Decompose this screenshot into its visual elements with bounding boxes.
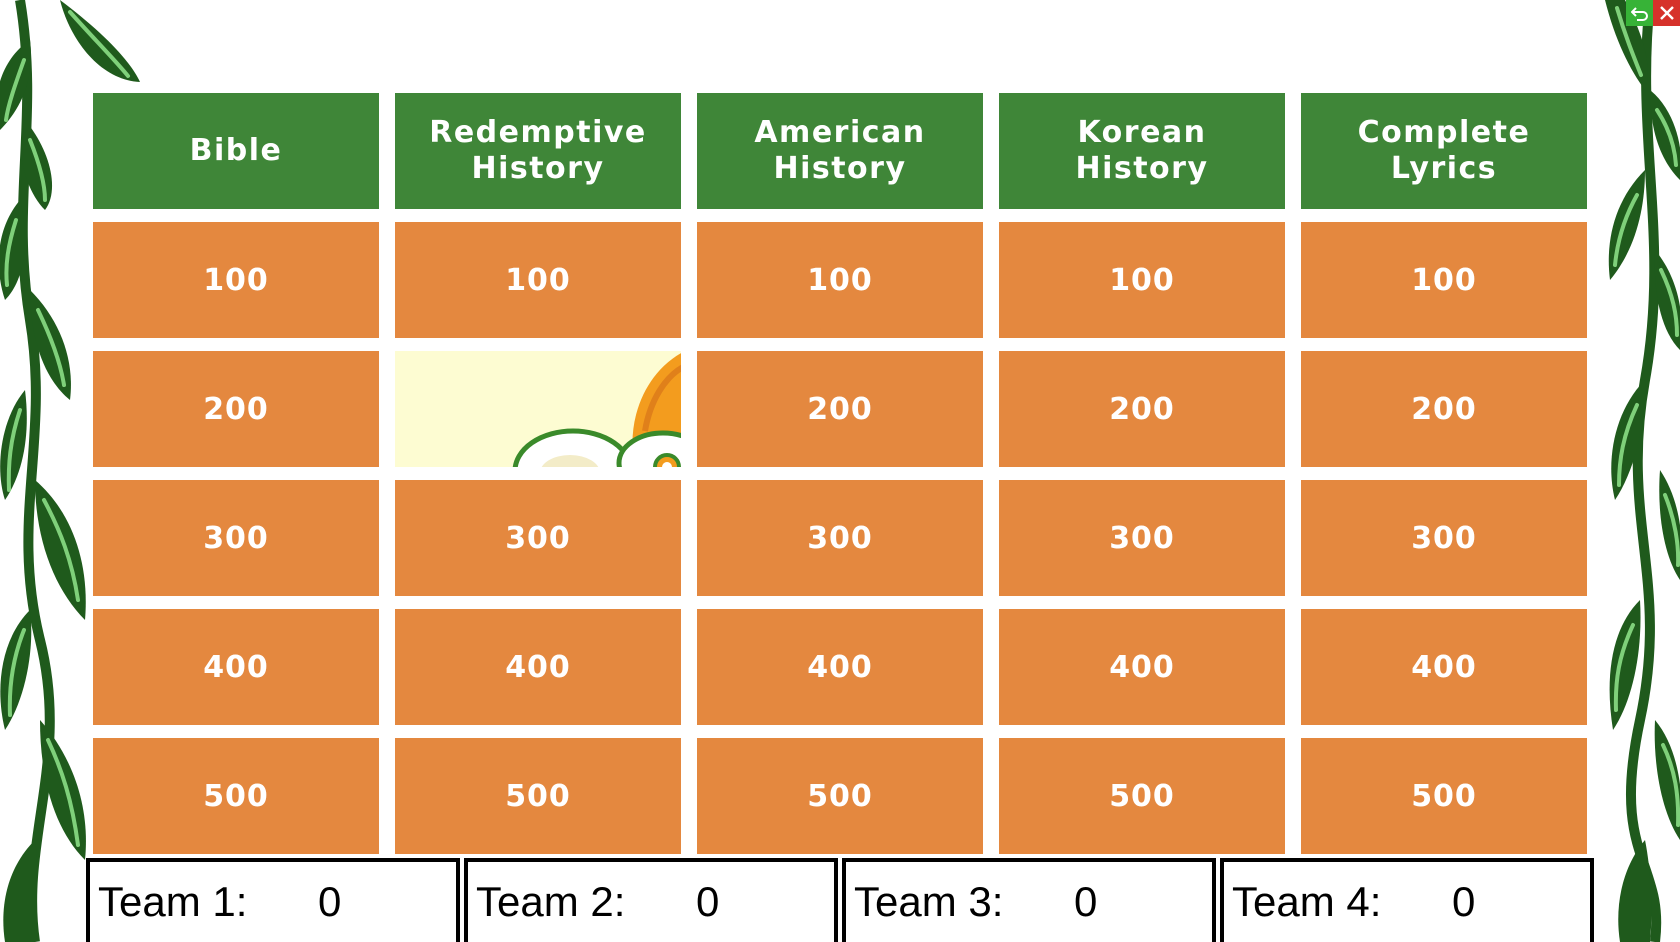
tile-american-history-200[interactable]: 200 <box>697 351 983 467</box>
tile-american-history-100[interactable]: 100 <box>697 222 983 338</box>
tile-redemptive-history-200-revealed[interactable] <box>395 351 681 467</box>
team-score: 0 <box>1074 878 1098 925</box>
jeopardy-board: Bible Redemptive History American Histor… <box>93 93 1587 854</box>
category-header-bible: Bible <box>93 93 379 209</box>
team-score: 0 <box>1452 878 1476 925</box>
tile-bible-400[interactable]: 400 <box>93 609 379 725</box>
cartoon-character-image <box>512 353 681 467</box>
tile-korean-history-300[interactable]: 300 <box>999 480 1285 596</box>
tile-complete-lyrics-200[interactable]: 200 <box>1301 351 1587 467</box>
tile-bible-300[interactable]: 300 <box>93 480 379 596</box>
tile-complete-lyrics-500[interactable]: 500 <box>1301 738 1587 854</box>
tile-korean-history-100[interactable]: 100 <box>999 222 1285 338</box>
team-label: Team 1: <box>98 878 248 925</box>
category-header-american-history: American History <box>697 93 983 209</box>
tile-redemptive-history-500[interactable]: 500 <box>395 738 681 854</box>
team-score-box-2: Team 2: 0 <box>464 858 838 942</box>
tile-american-history-500[interactable]: 500 <box>697 738 983 854</box>
team-scoreboard: Team 1: 0 Team 2: 0 Team 3: 0 Team 4: 0 <box>86 858 1594 942</box>
team-label: Team 3: <box>854 878 1004 925</box>
category-label: Redemptive History <box>429 115 647 186</box>
tile-korean-history-200[interactable]: 200 <box>999 351 1285 467</box>
team-score: 0 <box>696 878 720 925</box>
tile-complete-lyrics-300[interactable]: 300 <box>1301 480 1587 596</box>
tile-bible-500[interactable]: 500 <box>93 738 379 854</box>
tile-korean-history-500[interactable]: 500 <box>999 738 1285 854</box>
vine-decoration-right <box>1605 0 1680 942</box>
tile-bible-200[interactable]: 200 <box>93 351 379 467</box>
category-label: Korean History <box>1075 115 1209 186</box>
tile-bible-100[interactable]: 100 <box>93 222 379 338</box>
close-button[interactable] <box>1653 0 1680 26</box>
team-label: Team 2: <box>476 878 626 925</box>
tile-complete-lyrics-100[interactable]: 100 <box>1301 222 1587 338</box>
tile-american-history-300[interactable]: 300 <box>697 480 983 596</box>
window-controls <box>1626 0 1680 26</box>
category-header-redemptive-history: Redemptive History <box>395 93 681 209</box>
category-header-complete-lyrics: Complete Lyrics <box>1301 93 1587 209</box>
close-icon <box>1659 6 1674 20</box>
category-label: American History <box>754 115 926 186</box>
tile-redemptive-history-100[interactable]: 100 <box>395 222 681 338</box>
undo-arrow-icon <box>1630 7 1648 21</box>
team-score: 0 <box>318 878 342 925</box>
category-label: Complete Lyrics <box>1357 115 1531 186</box>
team-score-box-4: Team 4: 0 <box>1220 858 1594 942</box>
tile-american-history-400[interactable]: 400 <box>697 609 983 725</box>
category-label: Bible <box>189 133 283 168</box>
tile-redemptive-history-400[interactable]: 400 <box>395 609 681 725</box>
team-label: Team 4: <box>1232 878 1382 925</box>
vine-decoration-left <box>0 0 140 942</box>
tile-korean-history-400[interactable]: 400 <box>999 609 1285 725</box>
tile-complete-lyrics-400[interactable]: 400 <box>1301 609 1587 725</box>
team-score-box-3: Team 3: 0 <box>842 858 1216 942</box>
tile-redemptive-history-300[interactable]: 300 <box>395 480 681 596</box>
category-header-korean-history: Korean History <box>999 93 1285 209</box>
team-score-box-1: Team 1: 0 <box>86 858 460 942</box>
back-button[interactable] <box>1626 0 1653 26</box>
